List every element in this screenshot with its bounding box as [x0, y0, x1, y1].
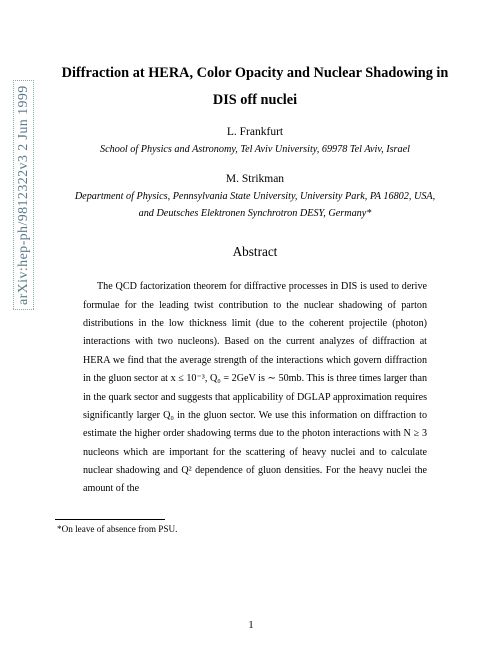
affiliation-2-line2: and Deutsches Elektronen Synchrotron DES…: [139, 208, 372, 219]
arxiv-id: arXiv:hep-ph/9812322v3 2 Jun 1999: [13, 80, 34, 310]
affiliation-2: Department of Physics, Pennsylvania Stat…: [55, 188, 455, 223]
paper-title: Diffraction at HERA, Color Opacity and N…: [55, 60, 455, 114]
arxiv-stamp: arXiv:hep-ph/9812322v3 2 Jun 1999: [16, 80, 32, 310]
abstract-body: The QCD factorization theorem for diffra…: [55, 278, 455, 498]
affiliation-1: School of Physics and Astronomy, Tel Avi…: [55, 141, 455, 158]
page-content: Diffraction at HERA, Color Opacity and N…: [55, 60, 455, 534]
page-number: 1: [0, 620, 502, 631]
affiliation-2-line1: Department of Physics, Pennsylvania Stat…: [75, 191, 435, 202]
footnote-rule: [55, 519, 165, 520]
author-1: L. Frankfurt: [55, 126, 455, 138]
author-2: M. Strikman: [55, 173, 455, 185]
abstract-heading: Abstract: [55, 244, 455, 260]
footnote: *On leave of absence from PSU.: [57, 524, 455, 534]
